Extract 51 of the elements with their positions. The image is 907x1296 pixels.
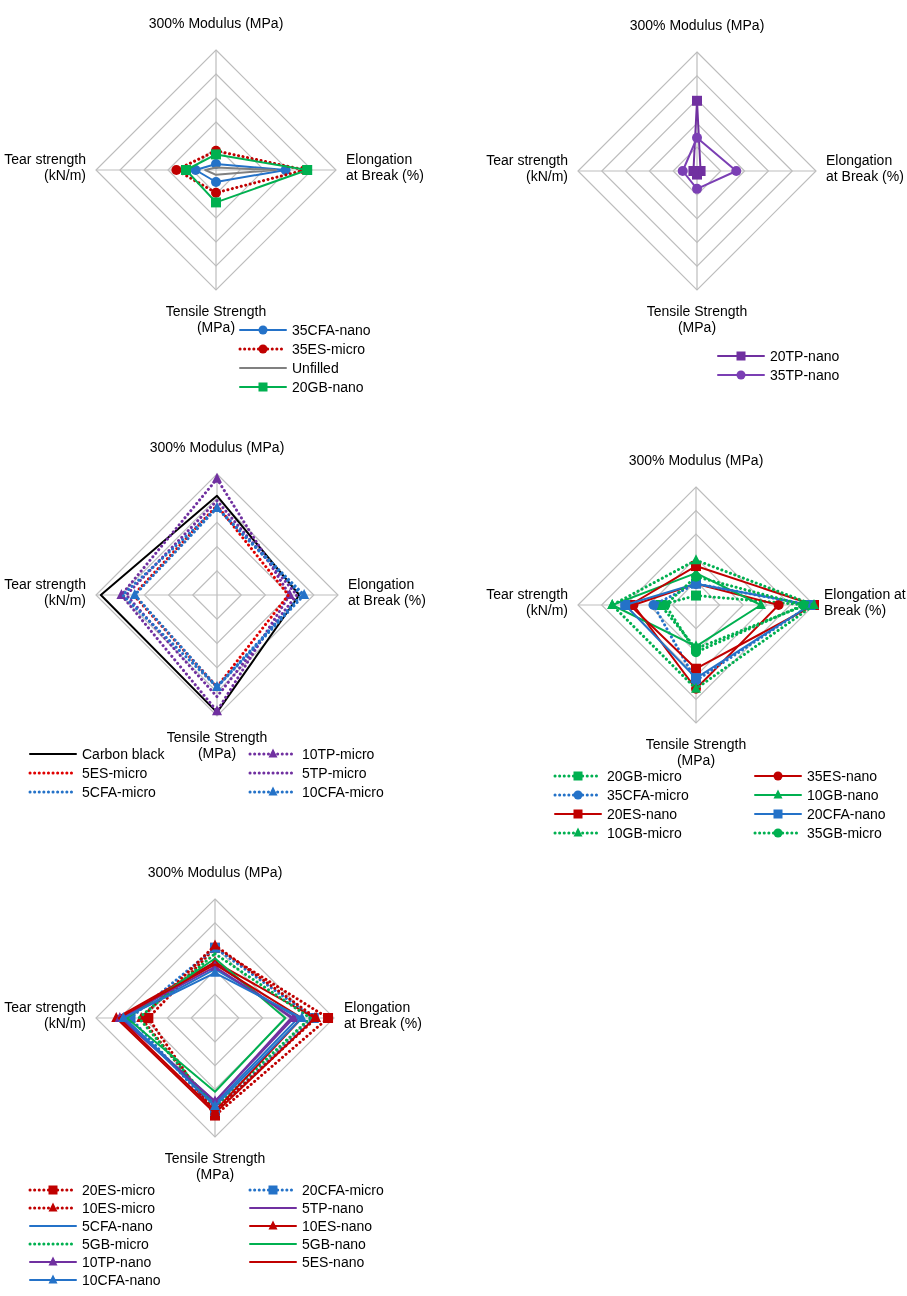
legend-label: 35TP-nano [770, 367, 840, 383]
legend-label: 5TP-micro [302, 765, 367, 781]
spoke-label: Elongation at Break (%) [824, 586, 906, 618]
spoke-label: 300% Modulus (MPa) [147, 864, 283, 880]
legend-label: 10ES-nano [302, 1218, 373, 1234]
legend-label: 10TP-nano [82, 1254, 152, 1270]
legend-label: 35ES-nano [807, 768, 878, 784]
legend-label: 5ES-nano [302, 1254, 365, 1270]
spoke-label: Tensile Strength (MPa) [165, 303, 267, 335]
spoke-label: 300% Modulus (MPa) [148, 15, 284, 31]
legend-label: Carbon black [82, 746, 166, 762]
legend-label: 5GB-nano [302, 1236, 367, 1252]
spoke-label: Elongation at Break (%) [348, 576, 426, 608]
spoke-label: Tear strength (kN/m) [4, 999, 86, 1031]
legend-label: 20CFA-nano [807, 806, 886, 822]
legend-label: 10TP-micro [302, 746, 375, 762]
legend-label: 20GB-nano [292, 379, 364, 395]
spoke-label: 300% Modulus (MPa) [628, 452, 764, 468]
spoke-label: Tensile Strength (MPa) [166, 729, 268, 761]
legend-label: 20ES-nano [607, 806, 678, 822]
spoke-label: 300% Modulus (MPa) [629, 17, 765, 33]
spoke-label: Tear strength (kN/m) [4, 151, 86, 183]
legend-label: 20GB-micro [607, 768, 682, 784]
spoke-label: Tensile Strength (MPa) [164, 1150, 266, 1182]
spoke-label: Tensile Strength (MPa) [646, 303, 748, 335]
spoke-label: Tensile Strength (MPa) [645, 736, 747, 768]
legend-label: Unfilled [292, 360, 339, 376]
spoke-label: Tear strength (kN/m) [486, 586, 568, 618]
legend-label: 5GB-micro [82, 1236, 150, 1252]
legend-label: 35ES-micro [292, 341, 366, 357]
spoke-label: Elongation at Break (%) [346, 151, 424, 183]
spoke-label: Tear strength (kN/m) [486, 152, 568, 184]
legend-label: 20TP-nano [770, 348, 840, 364]
legend-label: 10GB-micro [607, 825, 682, 841]
spoke-label: Elongation at Break (%) [826, 152, 904, 184]
legend-label: 20CFA-micro [302, 1182, 384, 1198]
legend-label: 20ES-micro [82, 1182, 156, 1198]
legend-label: 5ES-micro [82, 765, 148, 781]
legend-label: 35CFA-nano [292, 322, 371, 338]
legend-label: 10ES-micro [82, 1200, 156, 1216]
spoke-label: 300% Modulus (MPa) [149, 439, 285, 455]
legend-label: 5CFA-micro [82, 784, 157, 800]
legend-label: 10CFA-nano [82, 1272, 161, 1288]
legend-label: 5CFA-nano [82, 1218, 154, 1234]
spoke-label: Elongation at Break (%) [344, 999, 422, 1031]
legend-label: 5TP-nano [302, 1200, 364, 1216]
legend-label: 10CFA-micro [302, 784, 384, 800]
legend-label: 35CFA-micro [607, 787, 689, 803]
spoke-label: Tear strength (kN/m) [4, 576, 86, 608]
legend-label: 10GB-nano [807, 787, 879, 803]
legend-label: 35GB-micro [807, 825, 882, 841]
